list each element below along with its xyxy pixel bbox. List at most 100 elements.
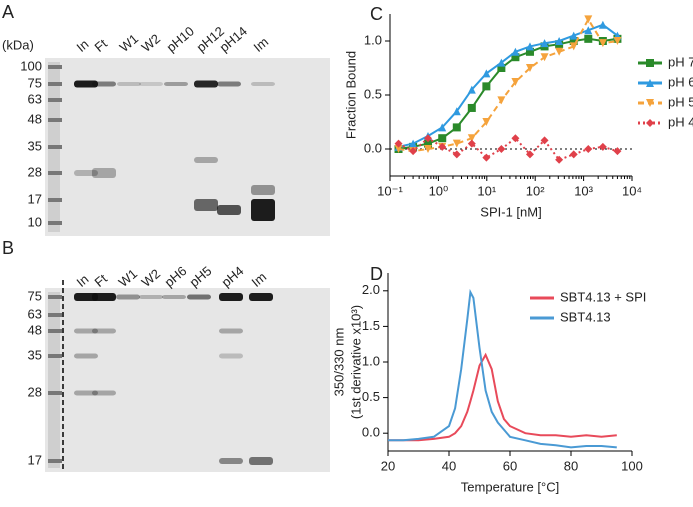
- gel-band: [92, 328, 116, 334]
- lane-label: W2: [138, 31, 163, 55]
- gel-band: [251, 82, 275, 86]
- legend-label: pH 5: [668, 94, 693, 109]
- series-line: [398, 37, 618, 150]
- gel-band: [92, 168, 116, 178]
- gel: [45, 288, 330, 472]
- marker-label: 75: [28, 75, 42, 90]
- marker-label: 17: [28, 452, 42, 467]
- gel-band: [116, 294, 140, 300]
- lane-label: pH10: [163, 23, 196, 54]
- gel-band: [74, 328, 98, 334]
- ladder-band: [48, 65, 62, 69]
- data-point: [438, 142, 447, 151]
- lane-label: Im: [248, 269, 269, 290]
- data-point: [525, 47, 534, 56]
- marker-label: 17: [28, 191, 42, 206]
- data-point: [511, 53, 520, 62]
- lane-label: Ft: [91, 271, 110, 290]
- ladder-band: [48, 295, 62, 299]
- marker-label: 48: [28, 322, 42, 337]
- x-tick-label: 10³: [574, 183, 593, 198]
- data-point: [467, 85, 476, 94]
- gel-band: [162, 295, 186, 299]
- data-point: [569, 150, 578, 159]
- ladder-band: [48, 118, 62, 122]
- data-point: [584, 15, 593, 24]
- data-point: [598, 142, 607, 151]
- data-point: [467, 139, 476, 148]
- marker-label: 28: [28, 164, 42, 179]
- lane-label: pH4: [218, 263, 246, 290]
- panel-letter: B: [2, 238, 14, 258]
- data-point: [452, 150, 461, 159]
- data-point: [598, 39, 607, 48]
- legend-label: pH 6: [668, 74, 693, 89]
- data-point: [555, 37, 564, 45]
- lane-label: In: [73, 271, 91, 289]
- legend-label: pH 7: [668, 54, 693, 69]
- x-tick-label: 80: [564, 458, 578, 473]
- lane-label: W2: [138, 266, 163, 290]
- data-point: [584, 34, 593, 43]
- ladder-band: [48, 221, 62, 225]
- data-point: [555, 155, 564, 164]
- marker-label: 28: [28, 384, 42, 399]
- lane-label: Im: [250, 34, 271, 55]
- lane-label: Ft: [91, 36, 110, 55]
- lane-label: pH14: [216, 23, 249, 54]
- data-point: [584, 26, 593, 35]
- gel-band: [92, 293, 116, 301]
- data-point: [613, 37, 622, 45]
- data-point: [424, 134, 433, 143]
- y-axis-label: Fraction Bound: [343, 51, 358, 139]
- data-point: [409, 139, 418, 148]
- legend-marker: [646, 119, 654, 127]
- marker-label: 63: [28, 306, 42, 321]
- gel-band: [217, 205, 241, 215]
- ladder-band: [48, 459, 62, 463]
- gel-band: [74, 353, 98, 359]
- data-point: [584, 145, 593, 153]
- ladder-band: [48, 313, 62, 317]
- x-tick-label: 10⁻¹: [377, 183, 403, 198]
- y-axis-label: 350/330 nm: [331, 328, 346, 397]
- series-line: [398, 23, 618, 148]
- y-tick-label: 1.0: [364, 32, 382, 47]
- data-point: [438, 123, 447, 132]
- panel-letter: A: [2, 2, 14, 22]
- gel-band: [74, 390, 98, 396]
- data-point: [569, 37, 578, 45]
- gel-band: [139, 82, 163, 86]
- data-point: [511, 134, 520, 143]
- legend-label: SBT4.13: [560, 309, 611, 324]
- gel-band: [219, 458, 243, 464]
- ladder-band: [48, 145, 62, 149]
- y-tick-label: 1.0: [362, 353, 380, 368]
- ladder: [48, 292, 60, 468]
- lane-label: W1: [115, 266, 140, 290]
- ladder-band: [48, 98, 62, 102]
- gel: [45, 58, 330, 236]
- data-point: [497, 58, 506, 67]
- unit-label: (kDa): [2, 37, 34, 52]
- y-tick-label: 2.0: [362, 282, 380, 297]
- legend-label: pH 4: [668, 114, 693, 129]
- marker-label: 100: [20, 58, 42, 73]
- gel-band: [187, 294, 211, 300]
- data-point: [569, 42, 578, 51]
- gel-band: [92, 390, 116, 396]
- gel-band: [164, 82, 188, 86]
- x-tick-label: 100: [621, 458, 643, 473]
- data-point: [497, 96, 506, 105]
- data-point: [525, 64, 534, 72]
- marker-label: 75: [28, 288, 42, 303]
- data-point: [525, 150, 534, 159]
- data-point: [511, 78, 520, 87]
- x-tick-label: 10²: [526, 183, 545, 198]
- ladder-band: [48, 354, 62, 358]
- data-point: [540, 53, 549, 62]
- x-tick-label: 40: [442, 458, 456, 473]
- gel-band: [249, 293, 273, 301]
- ladder-band: [48, 391, 62, 395]
- series-line: [388, 288, 617, 449]
